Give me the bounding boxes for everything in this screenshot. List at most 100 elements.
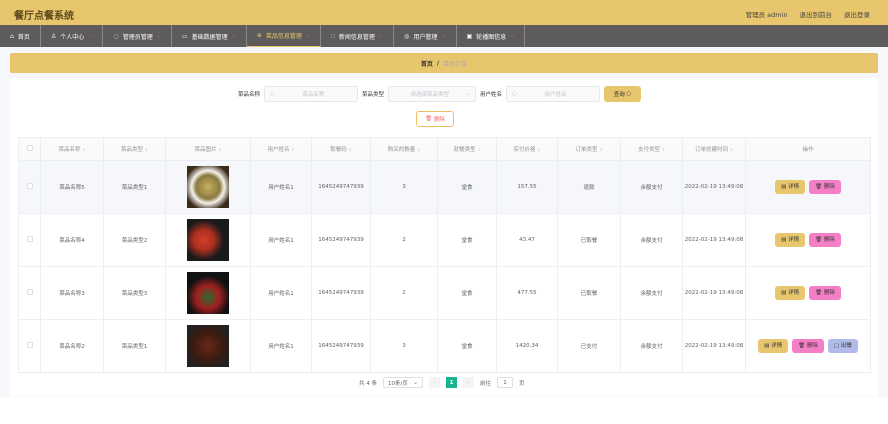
column-label: 取餐码 — [330, 147, 347, 153]
nav-item-0[interactable]: ⌂ 首页 — [0, 25, 41, 47]
cell-image — [165, 213, 251, 267]
delete-button[interactable]: 🗑 删除 — [809, 233, 841, 247]
admin-icon: ◌ — [113, 32, 119, 40]
detail-button[interactable]: ▤ 详情 — [775, 180, 806, 194]
breadcrumb-home[interactable]: 首页 — [420, 60, 433, 68]
placeholder: 请选择菜品类型 — [410, 92, 449, 98]
cell-pay: 余额支付 — [620, 213, 683, 267]
column-label: 菜品图片 — [194, 147, 217, 153]
sort-icon[interactable]: ⇕ — [82, 147, 86, 152]
sort-icon[interactable]: ⇕ — [218, 147, 222, 152]
button-label: 详情 — [771, 343, 783, 349]
dish-icon: ⊕ — [256, 32, 262, 39]
row-checkbox[interactable] — [18, 213, 41, 267]
dish-image[interactable] — [187, 166, 229, 208]
column-header[interactable]: 菜品图片 ⇕ — [165, 137, 251, 161]
button-label: 删除 — [806, 343, 818, 349]
user-name-input[interactable]: ○ 用户姓名 — [506, 86, 601, 102]
query-label: 查询 — [613, 92, 625, 98]
sort-icon[interactable]: ⇕ — [729, 147, 734, 152]
nav-item-3[interactable]: ▭ 基础数据管理 ⌄ — [172, 25, 247, 47]
cell-code: 1645249747939 — [311, 266, 371, 320]
dish-name-input[interactable]: ○ 菜品名称 — [264, 86, 359, 102]
dish-image[interactable] — [187, 325, 229, 367]
row-checkbox[interactable] — [18, 266, 41, 320]
column-label: 订单类型 — [575, 147, 598, 153]
to-front-link[interactable]: 退出到前台 — [799, 11, 833, 19]
column-label: 订单创建时间 — [694, 147, 728, 153]
row-checkbox[interactable] — [18, 160, 41, 214]
cell-price: 1420.34 — [496, 319, 558, 373]
search-icon: ○ — [626, 91, 632, 97]
sort-icon[interactable]: ⇕ — [599, 147, 603, 152]
sort-icon[interactable]: ⇕ — [144, 147, 149, 152]
column-header[interactable]: 菜品名称 ⇕ — [40, 137, 104, 161]
cell-time: 2022-02-19 13:49:08 — [682, 160, 746, 214]
trash-icon: 🗑 — [815, 290, 823, 296]
cell-dine: 堂食 — [437, 319, 497, 373]
column-header[interactable]: 支付类型 ⇕ — [620, 137, 683, 161]
users-icon: ◎ — [404, 32, 410, 40]
dish-image[interactable] — [187, 272, 229, 314]
sort-icon[interactable]: ⇕ — [537, 147, 541, 152]
delete-button[interactable]: 🗑 删除 — [792, 339, 824, 353]
cell-image — [165, 319, 251, 373]
detail-button[interactable]: ▤ 详情 — [758, 339, 789, 353]
dish-type-select[interactable]: 请选择菜品类型 ⌄ — [388, 86, 477, 102]
detail-icon: ▤ — [781, 184, 787, 190]
column-header[interactable]: 购买的数量 ⇕ — [370, 137, 438, 161]
column-header[interactable]: 菜品类型 ⇕ — [103, 137, 166, 161]
dish-image[interactable] — [187, 219, 229, 261]
orders-table: 菜品名称 ⇕ 菜品类型 ⇕ 菜品图片 ⇕ 用户姓名 ⇕ 取餐码 ⇕ 购买的数量 ⇕ 就餐类型… — [18, 137, 871, 373]
query-button[interactable]: 查询 ○ — [604, 86, 642, 102]
top-bar: 餐厅点餐系统 管理员 admin 退出到前台 退出登录 — [0, 0, 888, 25]
delete-button[interactable]: 🗑 删除 — [809, 286, 841, 300]
serve-icon: ▢ — [833, 343, 840, 349]
cell-pay: 余额支付 — [620, 266, 683, 320]
column-label: 用户姓名 — [267, 147, 290, 153]
page-size-select[interactable]: 10条/页 ⌄ — [383, 377, 423, 388]
column-header[interactable]: 实付价格 ⇕ — [496, 137, 558, 161]
nav-item-6[interactable]: ◎ 用户管理 ⌄ — [394, 25, 457, 47]
nav-item-2[interactable]: ◌ 管理员管理 ⌄ — [103, 25, 172, 47]
detail-icon: ▤ — [781, 237, 787, 243]
chevron-down-icon: ⌄ — [231, 33, 236, 39]
detail-button[interactable]: ▤ 详情 — [775, 233, 806, 247]
logout-link[interactable]: 退出登录 — [844, 11, 870, 19]
detail-button[interactable]: ▤ 详情 — [775, 286, 806, 300]
placeholder: 用户姓名 — [544, 92, 567, 98]
cell-price: 157.55 — [496, 160, 558, 214]
detail-icon: ▤ — [781, 290, 787, 296]
home-icon: ⌂ — [10, 32, 14, 40]
sort-icon[interactable]: ⇕ — [416, 147, 421, 152]
sort-icon[interactable]: ⇕ — [477, 147, 481, 152]
cell-qty: 3 — [370, 319, 438, 373]
page-1-button[interactable]: 1 — [446, 377, 457, 388]
next-page-button[interactable]: › — [463, 377, 474, 388]
column-header[interactable]: 取餐码 ⇕ — [311, 137, 371, 161]
column-header[interactable]: 就餐类型 ⇕ — [437, 137, 497, 161]
column-label: 购买的数量 — [387, 147, 416, 153]
column-header[interactable]: 订单创建时间 ⇕ — [682, 137, 746, 161]
column-label: 菜品类型 — [120, 147, 143, 153]
sort-icon[interactable]: ⇕ — [661, 147, 666, 152]
cell-name: 菜品名称5 — [40, 160, 104, 214]
batch-delete-button[interactable]: 🗑 删除 — [416, 111, 454, 127]
nav-item-1[interactable]: ♙ 个人中心 ⌄ — [41, 25, 104, 47]
column-label: 实付价格 — [513, 147, 536, 153]
nav-item-4[interactable]: ⊕ 菜品信息管理 ⌄ — [246, 25, 322, 47]
select-all-checkbox[interactable] — [18, 137, 41, 161]
serve-button[interactable]: ▢ 出餐 — [827, 339, 858, 353]
nav-item-7[interactable]: ▣ 轮播图信息 ⌄ — [457, 25, 526, 47]
sort-icon[interactable]: ⇕ — [291, 147, 295, 152]
column-header[interactable]: 用户姓名 ⇕ — [250, 137, 312, 161]
row-checkbox[interactable] — [18, 319, 41, 373]
delete-button[interactable]: 🗑 删除 — [809, 180, 841, 194]
button-label: 详情 — [788, 184, 800, 190]
column-header[interactable]: 订单类型 ⇕ — [557, 137, 621, 161]
sort-icon[interactable]: ⇕ — [348, 147, 352, 152]
goto-page-input[interactable]: 1 — [497, 377, 514, 388]
prev-page-button[interactable]: ‹ — [429, 377, 440, 388]
nav-item-5[interactable]: ∷ 新闻信息管理 ⌄ — [321, 25, 395, 47]
chevron-down-icon: ⌄ — [441, 33, 446, 39]
